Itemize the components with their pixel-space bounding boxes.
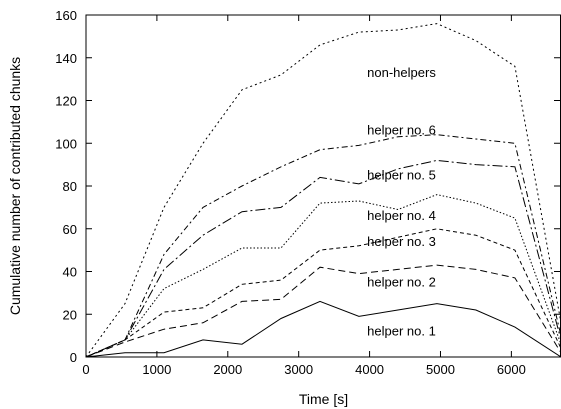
y-tick-label: 160 bbox=[55, 8, 77, 23]
series-label-2: helper no. 2 bbox=[367, 274, 436, 289]
x-tick-label: 5000 bbox=[426, 362, 455, 377]
series-line-5 bbox=[85, 159, 561, 358]
y-axis-label: Cumulative number of contributed chunks bbox=[7, 57, 23, 315]
axis-ticks: 0 1000 2000 3000 4000 5000 6000 0 20 40 60 80 100 120… bbox=[55, 8, 560, 377]
x-tick-label: 4000 bbox=[355, 362, 384, 377]
x-tick-label: 6000 bbox=[497, 362, 526, 377]
x-axis-label: Time [s] bbox=[299, 391, 348, 407]
series-label-7: non-helpers bbox=[367, 65, 436, 80]
y-tick-label: 120 bbox=[55, 94, 77, 109]
y-tick-label: 80 bbox=[63, 179, 77, 194]
x-tick-label: 1000 bbox=[142, 362, 171, 377]
series-label-4: helper no. 4 bbox=[367, 208, 436, 223]
series-label-5: helper no. 5 bbox=[367, 168, 436, 183]
series-label-1: helper no. 1 bbox=[367, 324, 436, 339]
x-tick-label: 0 bbox=[82, 362, 89, 377]
y-tick-label: 0 bbox=[70, 350, 77, 365]
series-line-4 bbox=[85, 194, 561, 358]
series-layer bbox=[85, 23, 561, 358]
series-label-6: helper no. 6 bbox=[367, 123, 436, 138]
y-tick-label: 60 bbox=[63, 222, 77, 237]
y-tick-label: 20 bbox=[63, 307, 77, 322]
series-label-3: helper no. 3 bbox=[367, 234, 436, 249]
y-tick-label: 100 bbox=[55, 136, 77, 151]
x-tick-label: 3000 bbox=[284, 362, 313, 377]
plot-area bbox=[85, 14, 561, 358]
x-tick-label: 2000 bbox=[213, 362, 242, 377]
y-tick-label: 140 bbox=[55, 51, 77, 66]
plot-frame bbox=[85, 14, 561, 358]
series-line-3 bbox=[85, 228, 561, 358]
series-line-6 bbox=[85, 134, 561, 358]
series-line-1 bbox=[85, 300, 561, 358]
series-labels: helper no. 1 helper no. 2 helper no. 3 help… bbox=[367, 65, 436, 339]
series-line-7 bbox=[85, 23, 561, 358]
series-line-2 bbox=[85, 264, 561, 358]
y-tick-label: 40 bbox=[63, 265, 77, 280]
